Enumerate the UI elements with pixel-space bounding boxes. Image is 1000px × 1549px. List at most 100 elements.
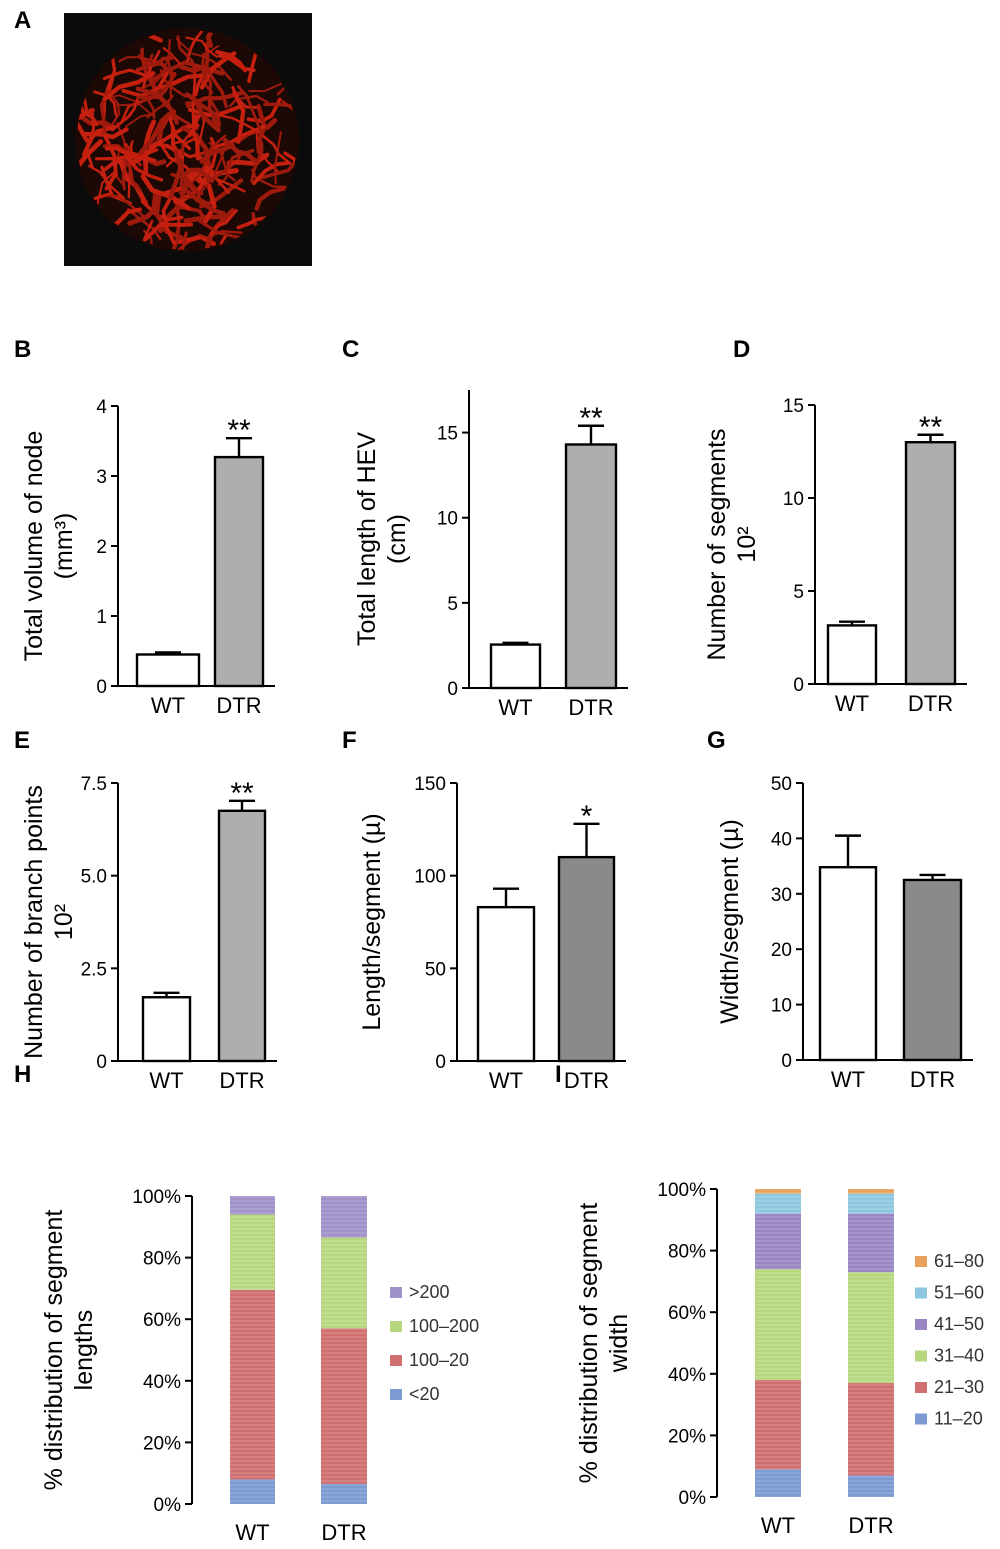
chart-panel-h: H WT DTR 0% 20% 40% 60% 80% 100% % distribution o… xyxy=(14,1061,479,1545)
legend-swatch xyxy=(915,1350,927,1362)
vessel-segment xyxy=(175,38,220,58)
segment-texture xyxy=(848,1475,894,1497)
y-tick-label: 2 xyxy=(96,537,107,558)
bar-wt xyxy=(826,624,878,686)
y-axis-label-line: Number of segments xyxy=(703,428,731,660)
legend-swatch xyxy=(390,1389,402,1400)
chart-panel-d: D WT ** DTR 0 5 10 15 Number of segments10² xyxy=(703,336,967,716)
y-axis-label-line: 10² xyxy=(50,904,78,940)
y-tick-label: 20% xyxy=(143,1433,181,1454)
legend-label: 100–200 xyxy=(409,1316,479,1336)
vessel-segment xyxy=(183,208,236,224)
category-label-dtr: DTR xyxy=(216,693,261,718)
segment-texture xyxy=(230,1289,275,1480)
category-label-wt: WT xyxy=(761,1513,795,1538)
segment-texture xyxy=(755,1193,801,1214)
vessel-segment xyxy=(105,94,154,117)
bar-wt xyxy=(489,643,542,690)
vessel-segment xyxy=(179,143,185,186)
vessel-segment xyxy=(250,140,264,183)
vessel-segment xyxy=(123,158,142,192)
vessel-segment xyxy=(204,63,228,109)
vessel-segment xyxy=(77,107,95,130)
category-label-dtr: DTR xyxy=(219,1068,264,1093)
y-tick-label: 40 xyxy=(771,829,792,850)
vessel-segment xyxy=(197,176,217,225)
legend-swatch xyxy=(915,1319,927,1330)
category-label-dtr: DTR xyxy=(321,1520,366,1545)
panel-label-a: A xyxy=(14,7,31,34)
legend-label: 21–30 xyxy=(934,1377,984,1397)
vessel-segment xyxy=(142,119,157,174)
category-label-wt: WT xyxy=(831,1067,865,1092)
y-tick-label: 100% xyxy=(132,1187,181,1208)
vessel-segment xyxy=(184,92,221,133)
y-tick-label: 80% xyxy=(143,1249,181,1270)
y-axis-label-line: Width/segment (µ) xyxy=(716,819,744,1024)
segment-texture xyxy=(321,1196,367,1238)
vessel-segment xyxy=(273,131,282,185)
y-axis-label-line: Length/segment (µ) xyxy=(358,813,386,1030)
panel-label-g: G xyxy=(707,727,726,754)
y-tick-label: 100 xyxy=(414,867,446,888)
chart-panel-f: F WT * DTR 0 50 100 150 Length/segment (µ) xyxy=(342,727,626,1093)
y-axis-label-line: Total length of HEV xyxy=(353,432,381,646)
segment-texture xyxy=(848,1383,894,1476)
y-tick-label: 7.5 xyxy=(81,774,107,795)
segment-texture xyxy=(848,1213,894,1273)
legend-label: 61–80 xyxy=(934,1251,984,1271)
segment-texture xyxy=(321,1483,367,1504)
vessel-segment xyxy=(118,55,161,64)
y-axis-label-line: % distribution of segment xyxy=(575,1203,603,1484)
segment-texture xyxy=(755,1189,801,1194)
vessel-segment xyxy=(184,188,226,216)
bar-wt xyxy=(141,996,192,1063)
chart-panel-c: C WT ** DTR 0 5 10 15 Total length of HEV(cm) xyxy=(342,336,628,720)
vessel-segment xyxy=(161,195,176,246)
vessel-segment xyxy=(141,49,161,90)
y-tick-label: 10 xyxy=(783,489,804,510)
y-tick-label: 80% xyxy=(668,1242,706,1263)
y-tick-label: 4 xyxy=(96,397,107,418)
vessel-segment xyxy=(138,112,171,156)
vessel-segment xyxy=(190,114,201,161)
vessel-segment xyxy=(184,175,209,205)
segment-texture xyxy=(230,1196,275,1215)
legend-swatch xyxy=(390,1287,402,1298)
vessel-segment xyxy=(93,90,118,117)
vessel-segment xyxy=(124,153,164,182)
vessel-segment xyxy=(199,142,235,164)
bar-dtr xyxy=(217,809,267,1063)
significance-marker: ** xyxy=(579,402,603,435)
segment-texture xyxy=(848,1272,894,1384)
segment-texture xyxy=(321,1237,367,1329)
y-tick-label: 3 xyxy=(96,467,107,488)
segment-texture xyxy=(755,1269,801,1380)
y-tick-label: 0 xyxy=(793,675,804,696)
lymph-node-image xyxy=(64,13,312,266)
y-tick-label: 0% xyxy=(679,1488,707,1509)
vessel-segment xyxy=(110,93,141,132)
legend-swatch xyxy=(915,1413,927,1425)
bar-dtr xyxy=(564,443,618,690)
y-axis-label: Total length of HEV(cm) xyxy=(353,432,411,646)
vessel-segment xyxy=(205,169,246,193)
y-tick-label: 15 xyxy=(783,396,804,417)
vessel-segment xyxy=(199,51,237,90)
y-tick-label: 20% xyxy=(668,1426,706,1447)
vessel-segment xyxy=(77,139,104,178)
y-axis-label: Total volume of node(mm³) xyxy=(20,431,78,662)
vessel-segment xyxy=(124,102,166,128)
panel-label-i: I xyxy=(555,1061,562,1088)
y-tick-label: 40% xyxy=(668,1365,706,1386)
segment-texture xyxy=(755,1469,801,1497)
vessel-segment xyxy=(104,146,141,158)
y-axis-label-line: % distribution of segment xyxy=(40,1210,68,1491)
category-label-dtr: DTR xyxy=(848,1513,893,1538)
vessel-segment xyxy=(159,68,187,98)
legend-swatch xyxy=(915,1382,927,1393)
vessel-segment xyxy=(178,231,189,250)
vessel-segment xyxy=(232,90,246,144)
y-axis-label: Length/segment (µ) xyxy=(358,813,386,1030)
y-tick-label: 15 xyxy=(437,424,458,445)
